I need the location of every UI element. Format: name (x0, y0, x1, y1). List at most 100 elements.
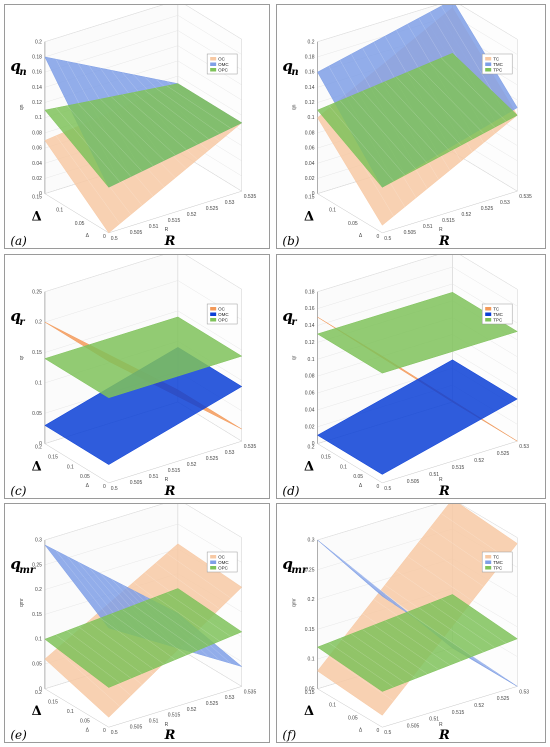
surfaces-f (316, 504, 518, 716)
legend-swatch (210, 307, 217, 311)
grid-line (317, 266, 453, 309)
r-tick-label: 0.53 (519, 689, 529, 695)
big-y-label-sub: n (291, 67, 298, 78)
small-r-label: R (439, 722, 443, 728)
r-tick-label: 0.505 (404, 230, 417, 236)
panel-label: (a) (10, 234, 27, 248)
surface-OPC (44, 588, 243, 688)
r-tick-label: 0.525 (206, 206, 219, 212)
r-tick-label: 0.515 (452, 465, 465, 471)
delta-tick-label: 0.05 (353, 474, 363, 480)
r-tick-label: 0.52 (187, 462, 197, 468)
legend-swatch (485, 312, 492, 316)
mesh-line (133, 605, 198, 651)
z-tick-label: 0.15 (32, 350, 42, 356)
z-tick-label: 0.08 (32, 130, 42, 136)
delta-tick-label: 0.15 (305, 690, 315, 696)
z-tick-label: 0.25 (32, 289, 42, 295)
surface-plot-a: 0 0.02 0.04 0.06 0.08 0.1 0.12 0.14 0.16 0.18 0.2 0… (10, 5, 256, 249)
grid-line (44, 310, 178, 353)
surfaces-b (317, 5, 518, 226)
z-tick-label: 0.02 (32, 176, 42, 182)
panel-d: 0 0.02 0.04 0.06 0.08 0.1 0.12 0.14 0.16 0.18 0.5 0… (276, 254, 546, 499)
z-tick-label: 0 (39, 441, 42, 447)
z-tick-label: 0.06 (32, 146, 42, 152)
mesh-line (89, 622, 154, 670)
surface-OPC (44, 83, 243, 188)
grid-line (44, 5, 163, 42)
z-tick-label: 0.06 (305, 391, 315, 397)
mesh-line (155, 596, 220, 642)
legend-swatch (210, 312, 217, 316)
z-tick-label: 0.12 (32, 100, 42, 106)
grid-line (177, 60, 242, 101)
mesh-line (55, 107, 120, 183)
legend-entry: TMC (493, 312, 503, 317)
mesh-line (429, 603, 495, 648)
small-delta-label: Δ (86, 728, 90, 734)
legend-entry: TC (493, 306, 500, 311)
mesh-line (418, 541, 484, 587)
grid-line (177, 15, 242, 55)
r-tick-label: 0.505 (130, 230, 143, 236)
panel-label: (b) (282, 234, 299, 248)
panel-a: 0 0.02 0.04 0.06 0.08 0.1 0.12 0.14 0.16 0.18 0.2 0… (4, 4, 270, 249)
legend-entry: OMC (218, 62, 229, 67)
r-tick-label: 0.51 (149, 474, 159, 480)
legend-entry: OMC (218, 312, 229, 317)
r-tick-label: 0.505 (407, 723, 420, 729)
grid-line (44, 15, 178, 58)
mesh-line (384, 620, 450, 666)
small-delta-label: Δ (86, 483, 90, 489)
legend-swatch (485, 566, 492, 570)
big-delta-label: Δ (304, 210, 314, 225)
z-tick-label: 0.18 (305, 54, 315, 60)
r-tick-label: 0.515 (168, 468, 181, 474)
z-tick-label: 0.25 (305, 567, 315, 573)
big-r-label: R (164, 484, 176, 499)
z-tick-label: 0.02 (305, 176, 315, 182)
r-tick-label: 0.52 (474, 458, 484, 464)
r-tick-label: 0.5 (384, 486, 391, 492)
legend-swatch (485, 57, 492, 61)
mesh-line (155, 562, 220, 610)
small-delta-label: Δ (86, 233, 90, 239)
grid-line (185, 5, 242, 40)
z-tick-label: 0.3 (308, 538, 315, 544)
r-tick-label: 0.525 (481, 206, 494, 212)
big-y-label: q (282, 555, 293, 573)
r-tick-label: 0.51 (149, 719, 159, 725)
legend-swatch (485, 62, 492, 66)
z-tick-label: 0.16 (32, 70, 42, 76)
legend-swatch (485, 560, 492, 564)
mesh-line (55, 634, 120, 684)
mesh-line (384, 81, 450, 152)
z-tick-label: 0.1 (35, 115, 42, 121)
legend-swatch (485, 555, 492, 559)
surface-plot-f: 0.05 0.1 0.15 0.2 0.25 0.3 0.5 0.505 0.51 0.515 0.… (282, 504, 529, 743)
mesh-line (362, 629, 428, 675)
big-delta-label: Δ (304, 460, 314, 475)
delta-tick-label: 0 (103, 484, 106, 490)
r-tick-label: 0.5 (384, 730, 391, 736)
mesh-line (429, 62, 495, 128)
grid-line (185, 255, 242, 290)
z-tick-label: 0.06 (305, 146, 315, 152)
r-tick-label: 0.5 (111, 486, 118, 492)
big-delta-label: Δ (32, 460, 42, 475)
delta-tick-label: 0 (377, 728, 380, 734)
mesh-line (396, 76, 462, 146)
delta-tick-label: 0.2 (308, 445, 315, 451)
mesh-line (441, 598, 507, 644)
delta-tick-label: 0.2 (35, 445, 42, 451)
r-tick-label: 0.51 (429, 472, 439, 478)
mesh-line (351, 633, 417, 679)
small-r-label: R (165, 722, 169, 728)
mesh-line (407, 611, 473, 657)
delta-tick-label: 0.1 (329, 703, 336, 709)
z-tick-label: 0.05 (32, 411, 42, 417)
grid-line (460, 5, 518, 40)
